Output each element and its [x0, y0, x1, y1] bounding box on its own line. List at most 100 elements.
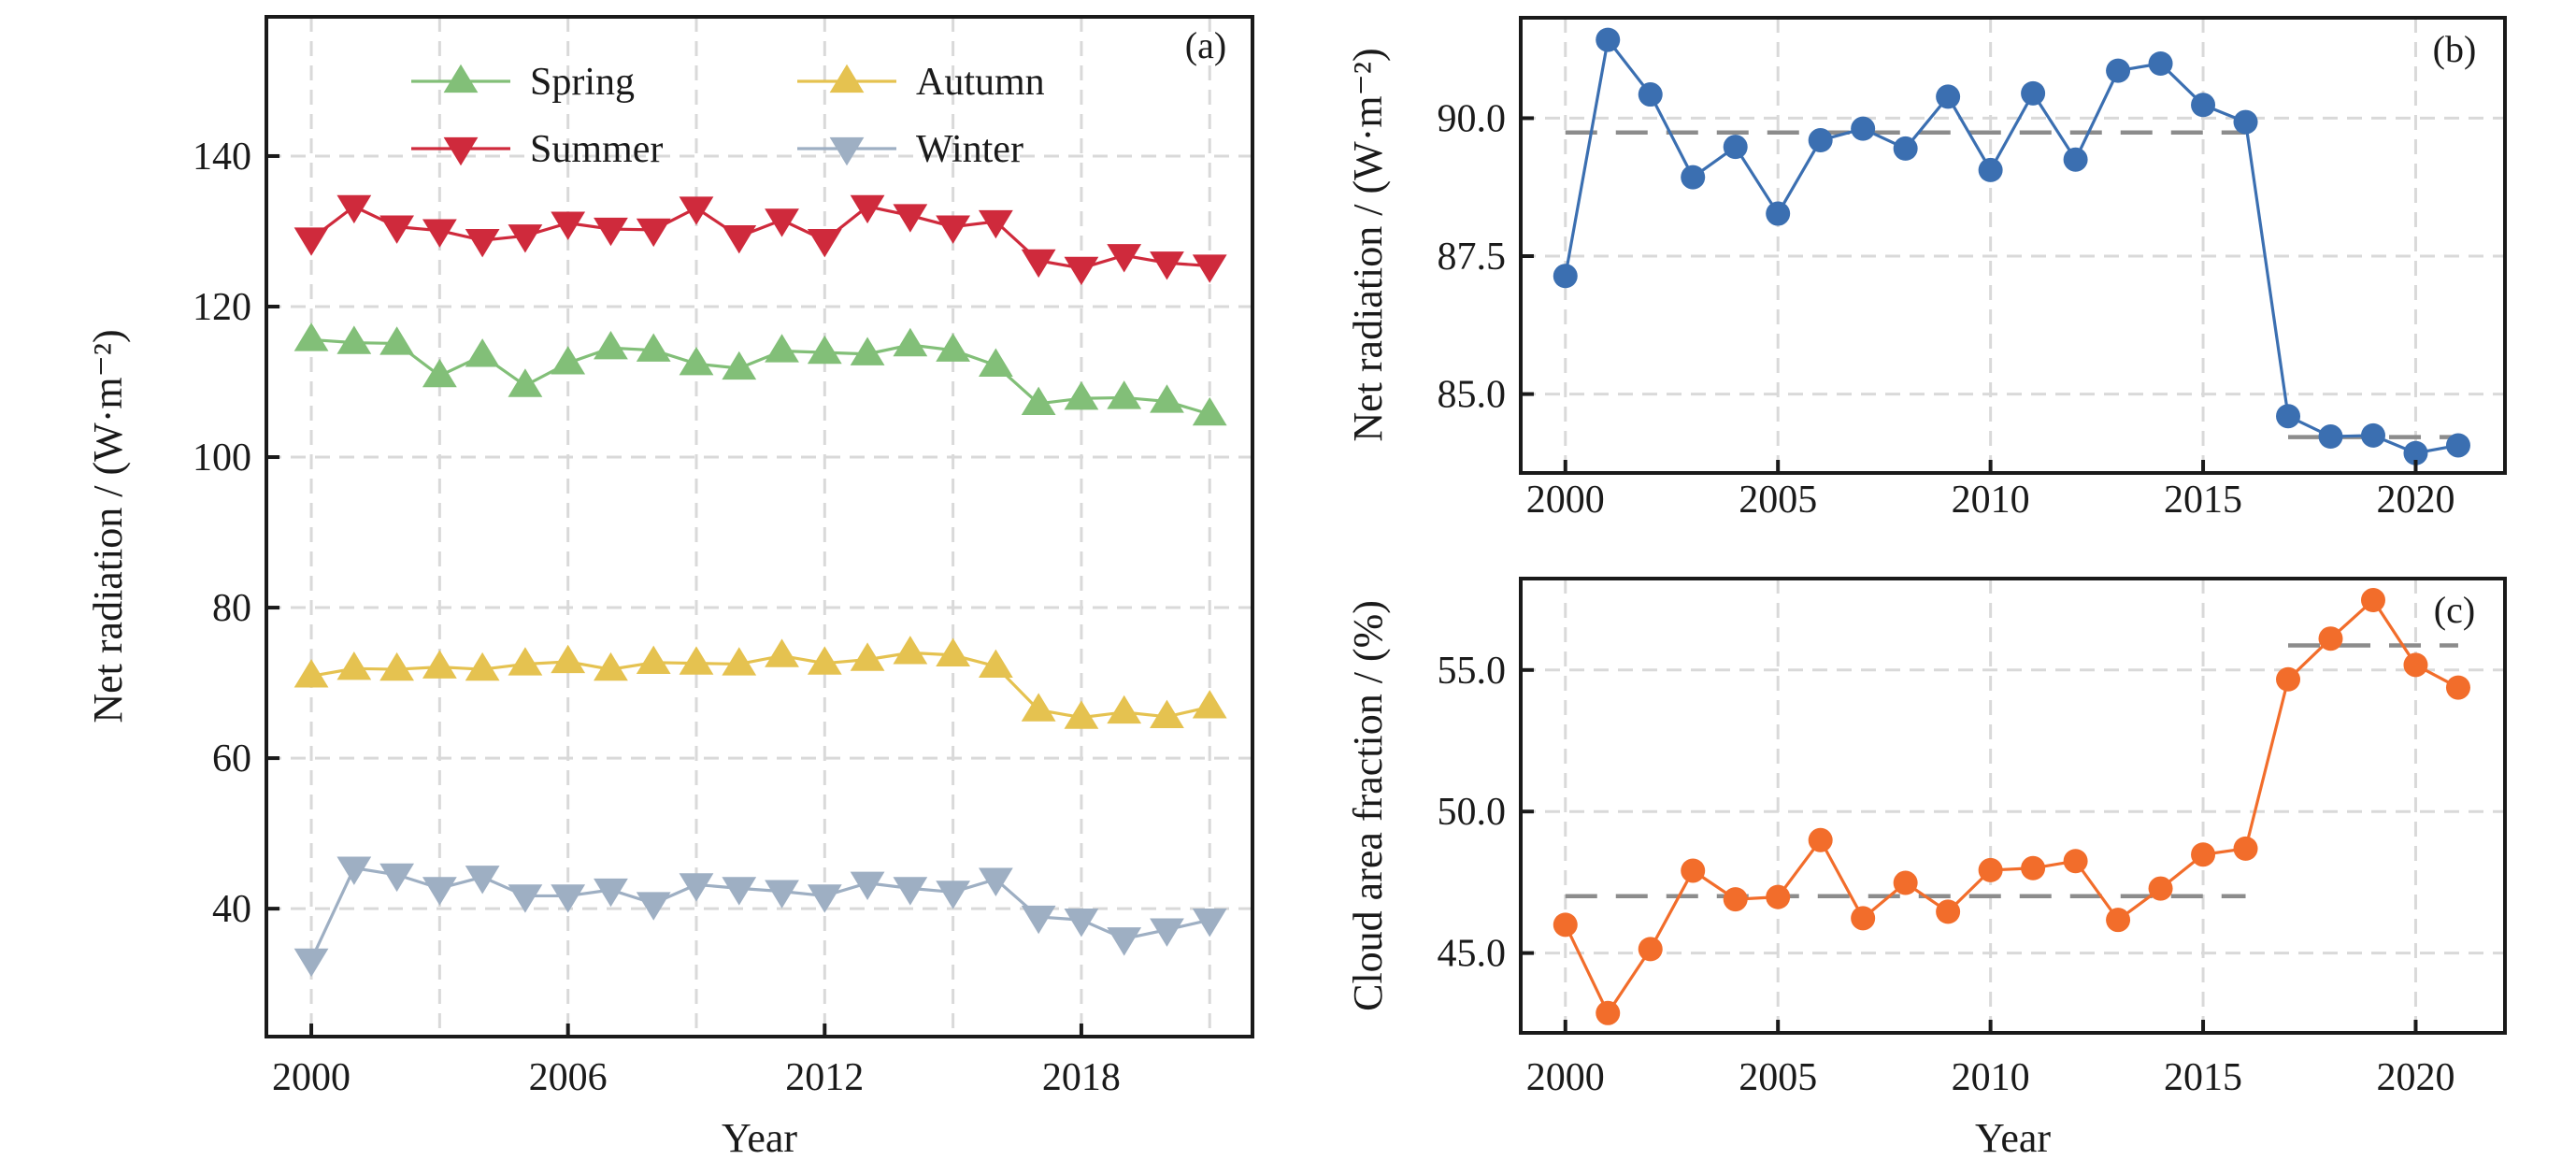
data-point — [2403, 652, 2428, 678]
series-winter — [293, 856, 1227, 978]
legend-item-summer: Summer — [411, 128, 663, 171]
data-point — [1064, 256, 1099, 286]
data-point — [1021, 693, 1056, 722]
x-tick-label: 2005 — [1739, 479, 1817, 522]
data-point — [1150, 251, 1184, 280]
data-point — [807, 884, 842, 913]
data-point — [1553, 264, 1578, 289]
data-point — [978, 649, 1013, 679]
data-point — [508, 368, 543, 397]
data-point — [2148, 876, 2173, 901]
series-spring — [293, 322, 1227, 426]
data-point — [1766, 884, 1791, 909]
data-point — [1808, 827, 1833, 852]
legend: Spring Summer Autumn Winter — [411, 61, 1045, 171]
data-point — [336, 651, 372, 680]
x-tick-label: 2005 — [1739, 1056, 1817, 1099]
data-point — [1107, 244, 1142, 273]
data-point — [336, 856, 372, 885]
panel-c-cloud-area-fraction: 2000 2005 2010 2015 2020 45.0 50.0 55.0 Year Clou… — [1345, 577, 2507, 1161]
data-point — [2445, 675, 2470, 700]
x-axis-label: Year — [722, 1115, 797, 1161]
y-tick-label: 50.0 — [1438, 791, 1507, 834]
data-point — [2360, 588, 2385, 613]
data-point — [1150, 699, 1184, 728]
x-tick-label: 2015 — [2164, 479, 2242, 522]
data-point — [636, 333, 671, 362]
data-point — [2403, 440, 2428, 465]
data-point — [1978, 857, 2003, 882]
legend-label: Winter — [916, 128, 1023, 171]
y-tick-label: 80 — [212, 587, 251, 630]
data-point — [1936, 899, 1961, 924]
data-point — [2360, 422, 2385, 448]
data-point — [679, 873, 714, 902]
x-tick-label: 2000 — [1526, 1056, 1605, 1099]
legend-marker — [443, 64, 479, 93]
y-tick-label: 140 — [193, 136, 251, 179]
y-axis-label: Cloud area fraction / (%) — [1345, 600, 1391, 1011]
data-point — [636, 645, 671, 674]
data-point — [379, 651, 414, 681]
data-point — [850, 194, 885, 224]
data-point — [722, 877, 757, 906]
data-point — [1638, 937, 1663, 962]
x-tick-label: 2010 — [1952, 1056, 2030, 1099]
data-point — [1150, 918, 1184, 947]
x-tick-label: 2006 — [529, 1056, 608, 1099]
y-tick-label: 85.0 — [1438, 374, 1507, 417]
panel-b-net-radiation-annual: 2000 2005 2010 2015 2020 85.0 87.5 90.0 Net radi… — [1345, 16, 2507, 522]
data-point — [2063, 147, 2088, 172]
data-point — [551, 884, 586, 913]
data-point — [1681, 165, 1706, 190]
data-point — [508, 884, 543, 913]
data-point — [679, 196, 714, 225]
data-point — [551, 644, 586, 674]
data-point — [978, 209, 1013, 239]
panel-label: (c) — [2434, 589, 2475, 631]
data-point — [1808, 128, 1833, 153]
data-point — [765, 880, 799, 909]
data-point — [1596, 1000, 1621, 1025]
data-point — [422, 358, 457, 388]
data-point — [765, 334, 799, 363]
data-point — [594, 651, 628, 681]
axes-frame — [1519, 16, 2507, 475]
data-point — [936, 215, 971, 244]
y-tick-label: 100 — [193, 437, 251, 480]
data-point — [293, 659, 329, 688]
data-point — [1150, 384, 1184, 413]
data-point — [893, 636, 928, 665]
data-point — [850, 336, 885, 365]
data-point — [422, 877, 457, 906]
data-point — [465, 866, 500, 895]
data-point — [850, 871, 885, 900]
series-0 — [1553, 588, 2470, 1025]
data-point — [893, 327, 928, 357]
data-point — [1851, 116, 1876, 141]
data-point — [936, 333, 971, 362]
legend-marker — [829, 64, 865, 93]
data-point — [465, 338, 500, 367]
y-tick-label: 90.0 — [1438, 97, 1507, 140]
series-0 — [1553, 27, 2470, 465]
y-tick-label: 40 — [212, 888, 251, 931]
data-point — [2233, 836, 2258, 861]
y-axis-label: Net radiation / (W·m⁻²) — [1345, 48, 1391, 441]
data-point — [1192, 909, 1227, 938]
y-tick-label: 55.0 — [1438, 650, 1507, 693]
data-point — [679, 346, 714, 376]
data-point — [1021, 386, 1056, 416]
data-point — [1192, 690, 1227, 719]
x-tick-label: 2000 — [1526, 479, 1605, 522]
data-point — [2106, 58, 2131, 83]
data-point — [2191, 842, 2216, 867]
data-point — [594, 878, 628, 908]
data-point — [2318, 424, 2343, 450]
data-point — [978, 348, 1013, 377]
x-axis-label: Year — [1975, 1115, 2051, 1161]
data-point — [508, 647, 543, 676]
data-point — [422, 650, 457, 679]
data-point — [2063, 849, 2088, 874]
data-point — [508, 224, 543, 253]
